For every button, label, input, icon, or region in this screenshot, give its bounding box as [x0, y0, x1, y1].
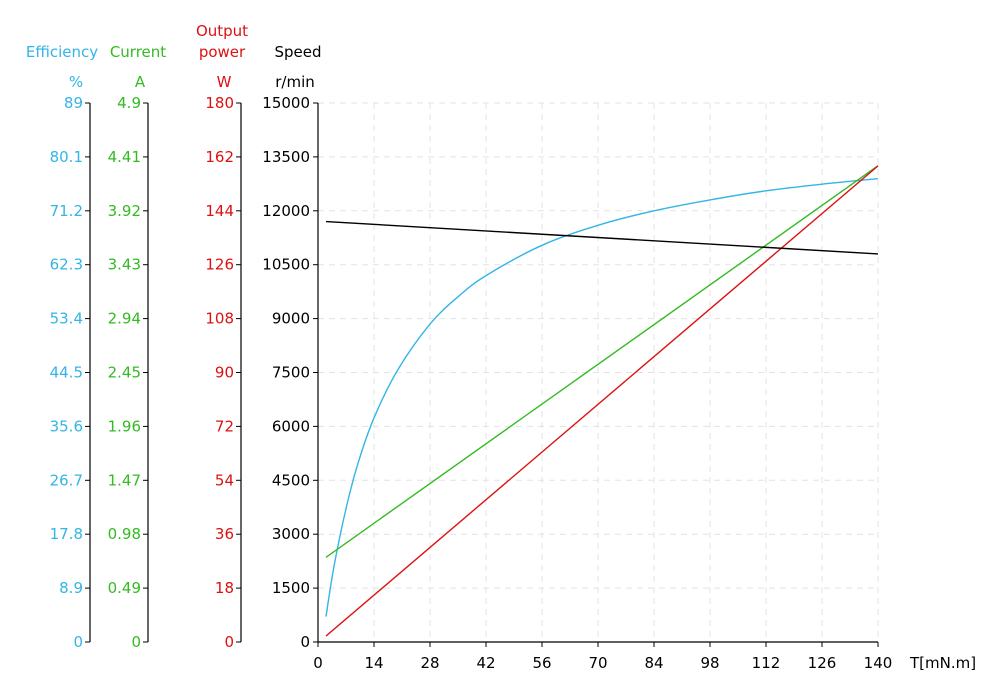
x-tick-label: 140 — [864, 654, 893, 672]
tick-label-spd: 12000 — [262, 202, 310, 220]
tick-label-pow: 54 — [215, 471, 234, 489]
x-tick-label: 28 — [420, 654, 439, 672]
tick-label-eff: 53.4 — [50, 310, 83, 328]
axis-unit-cur: A — [135, 73, 146, 91]
axis-cur: Current A 0 0.49 0.98 1.47 1.96 2.45 2.94 3.43 3.9… — [108, 43, 167, 651]
axis-title-eff: Efficiency — [26, 43, 98, 61]
axis-eff: Efficiency% 0 8.9 17.8 26.7 35.6 44.5 53.4 62.3 7… — [26, 43, 98, 651]
axis-title-pow: power — [199, 43, 246, 61]
series-line-pow — [325, 165, 879, 637]
axis-unit-spd: r/min — [275, 73, 315, 91]
tick-label-spd: 6000 — [272, 417, 310, 435]
tick-label-spd: 3000 — [272, 525, 310, 543]
tick-label-pow: 180 — [205, 94, 234, 112]
series-line-spd — [325, 220, 879, 255]
tick-label-spd: 7500 — [272, 364, 310, 382]
tick-label-cur: 0.49 — [108, 579, 141, 597]
tick-label-pow: 162 — [205, 148, 234, 166]
tick-label-eff: 26.7 — [50, 471, 83, 489]
x-tick-label: 14 — [364, 654, 383, 672]
x-tick-label: 70 — [588, 654, 607, 672]
tick-label-pow: 126 — [205, 256, 234, 274]
tick-label-cur: 0 — [131, 633, 141, 651]
x-tick-label: 42 — [476, 654, 495, 672]
tick-label-cur: 2.45 — [108, 364, 141, 382]
series-line-eff — [325, 178, 879, 617]
tick-label-pow: 90 — [215, 364, 234, 382]
tick-label-eff: 0 — [73, 633, 83, 651]
tick-label-cur: 4.41 — [108, 148, 141, 166]
tick-label-pow: 72 — [215, 417, 234, 435]
tick-label-spd: 10500 — [262, 256, 310, 274]
tick-label-spd: 4500 — [272, 471, 310, 489]
x-axis-label: T[mN.m] — [909, 654, 976, 672]
tick-label-spd: 15000 — [262, 94, 310, 112]
tick-label-eff: 80.1 — [50, 148, 83, 166]
tick-label-pow: 108 — [205, 310, 234, 328]
tick-label-eff: 17.8 — [50, 525, 83, 543]
tick-label-cur: 4.9 — [117, 94, 141, 112]
axis-title-spd: Speed — [274, 43, 321, 61]
tick-label-cur: 3.43 — [108, 256, 141, 274]
series-line-cur — [325, 165, 879, 558]
tick-label-spd: 1500 — [272, 579, 310, 597]
axis-unit-eff: % — [69, 73, 83, 91]
x-axis: 0 14 28 42 56 70 84 98 112 126 140 T[mN.m] — [313, 641, 976, 672]
y-axes: Efficiency% 0 8.9 17.8 26.7 35.6 44.5 53.4 62.3 7… — [26, 22, 322, 651]
tick-label-pow: 36 — [215, 525, 234, 543]
x-tick-label: 56 — [532, 654, 551, 672]
series-lines — [325, 165, 879, 637]
x-tick-label: 112 — [752, 654, 781, 672]
axis-spd: Speed r/min 0 1500 3000 4500 6000 7500 9000 10500… — [262, 43, 321, 651]
tick-label-pow: 0 — [224, 633, 234, 651]
tick-label-pow: 18 — [215, 579, 234, 597]
tick-label-cur: 1.47 — [108, 471, 141, 489]
x-tick-label: 126 — [808, 654, 837, 672]
x-tick-label: 0 — [313, 654, 323, 672]
tick-label-eff: 62.3 — [50, 256, 83, 274]
tick-label-eff: 71.2 — [50, 202, 83, 220]
x-tick-label: 98 — [700, 654, 719, 672]
tick-label-spd: 9000 — [272, 310, 310, 328]
tick-label-pow: 144 — [205, 202, 234, 220]
tick-label-spd: 13500 — [262, 148, 310, 166]
tick-label-cur: 0.98 — [108, 525, 141, 543]
axis-unit-pow: W — [217, 73, 232, 91]
tick-label-cur: 1.96 — [108, 417, 141, 435]
tick-label-cur: 2.94 — [108, 310, 141, 328]
grid-lines — [318, 102, 879, 642]
tick-label-eff: 89 — [64, 94, 83, 112]
tick-label-spd: 0 — [300, 633, 310, 651]
tick-label-cur: 3.92 — [108, 202, 141, 220]
axis-pow: Output power W 0 18 36 54 72 90 108 126 144 162 180 — [196, 22, 248, 651]
axis-title-pow: Output — [196, 22, 248, 40]
x-tick-label: 84 — [644, 654, 663, 672]
axis-title-cur: Current — [110, 43, 166, 61]
tick-label-eff: 44.5 — [50, 364, 83, 382]
tick-label-eff: 8.9 — [59, 579, 83, 597]
tick-label-eff: 35.6 — [50, 417, 83, 435]
